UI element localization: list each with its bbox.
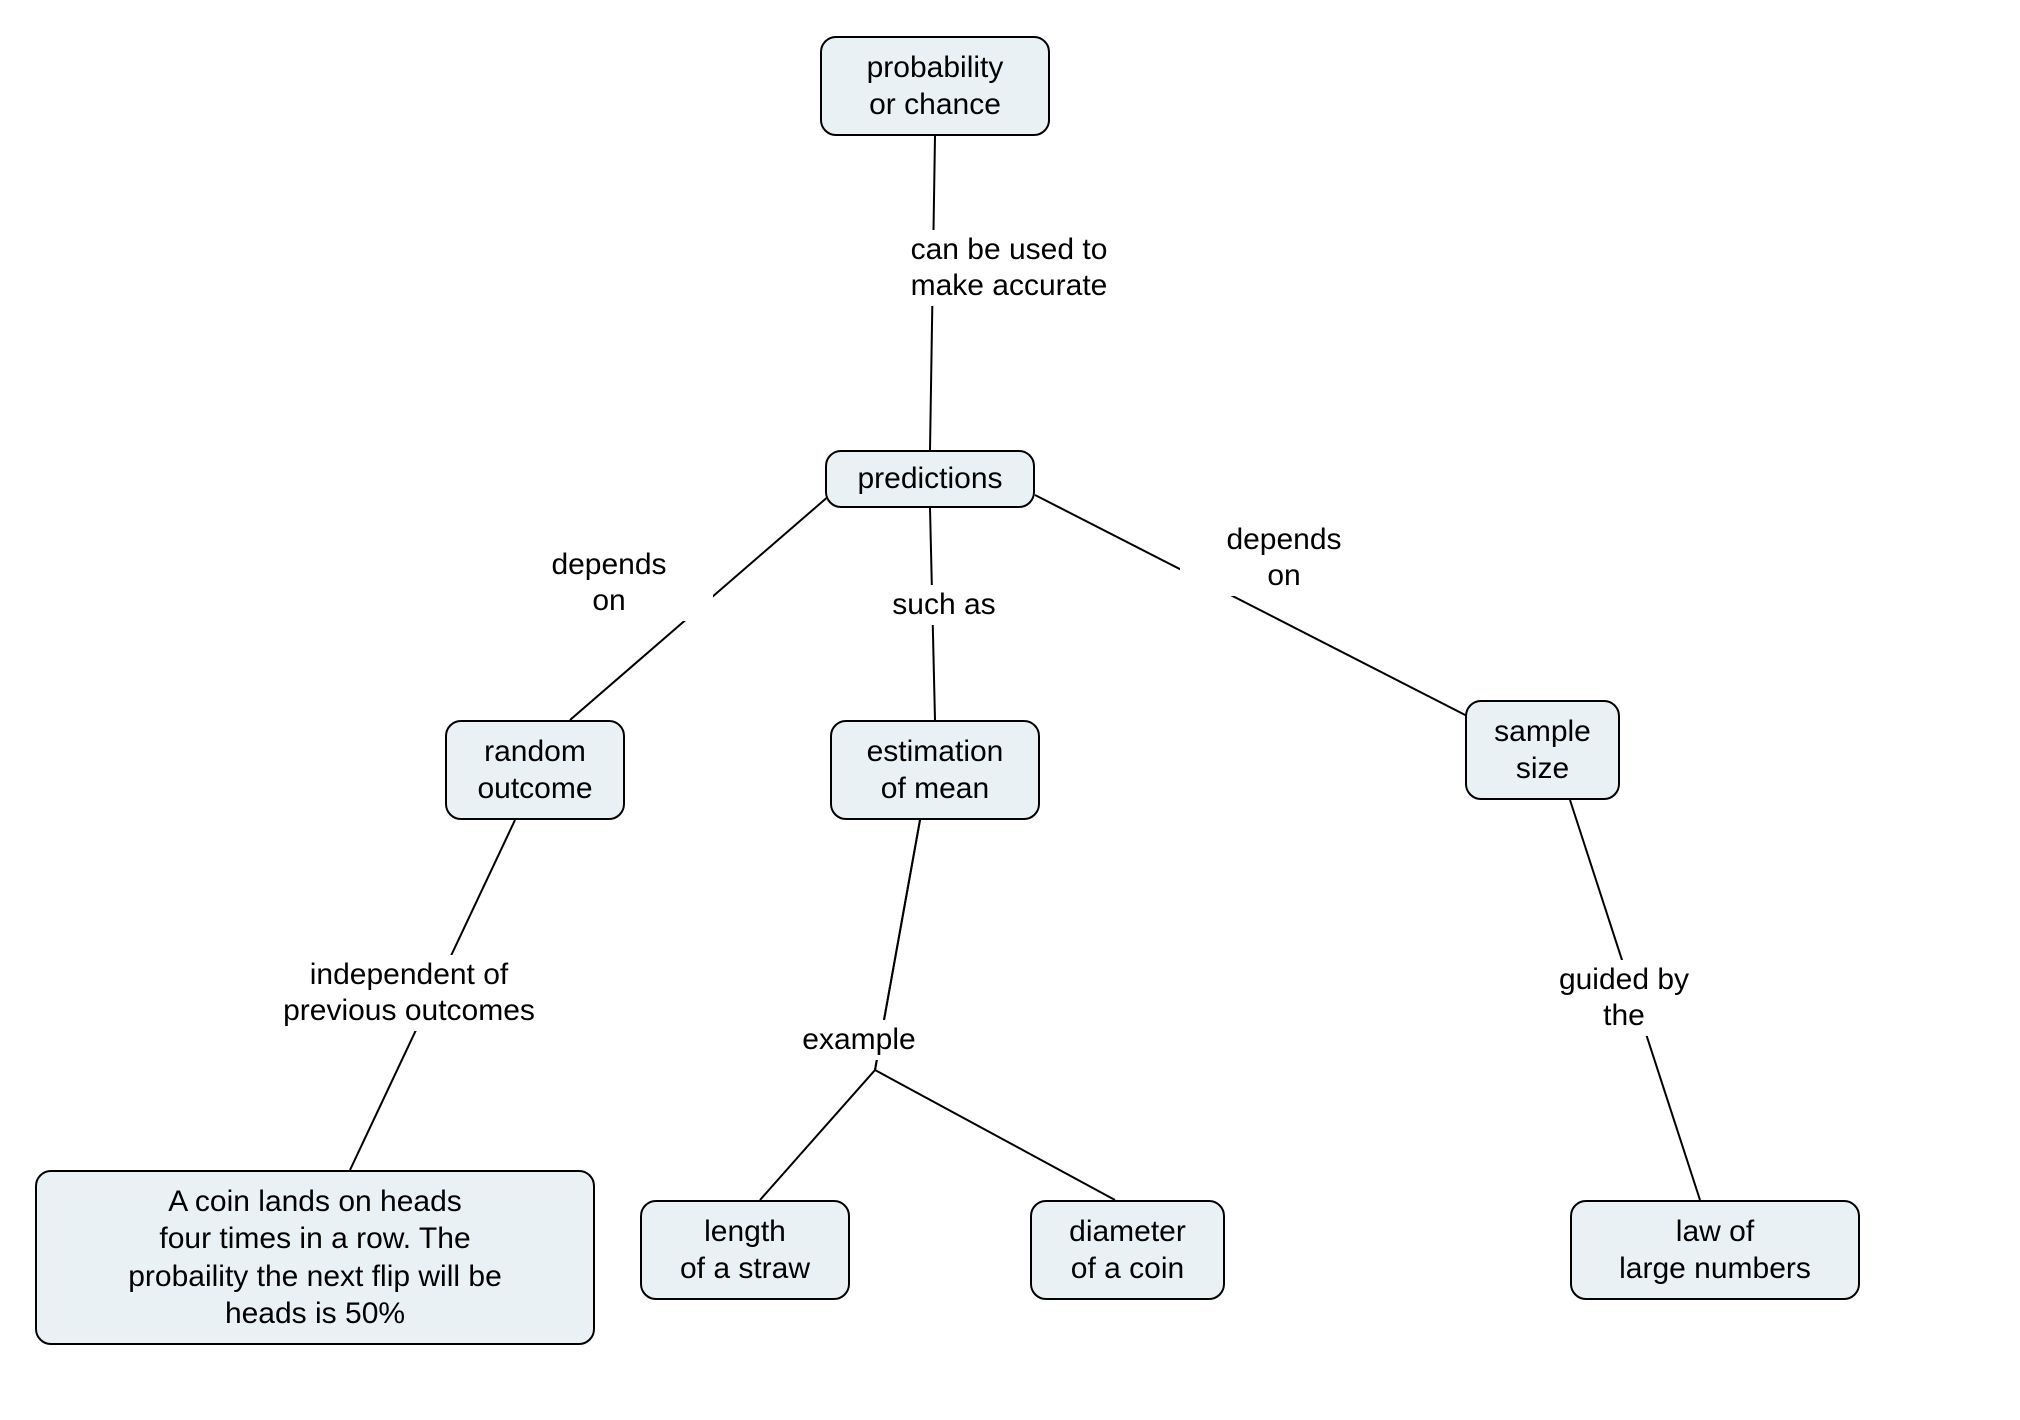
edge-estimation-straw [760,820,920,1200]
node-random[interactable]: random outcome [445,720,625,820]
edge-random-coinflip [350,820,515,1170]
node-estimation[interactable]: estimation of mean [830,720,1040,820]
edge-label-predictions-estimation: such as [850,585,1038,625]
edge-label-predictions-random: depends on [505,545,713,621]
node-diameter[interactable]: diameter of a coin [1030,1200,1225,1300]
node-sample[interactable]: sample size [1465,700,1620,800]
node-coinflip[interactable]: A coin lands on heads four times in a ro… [35,1170,595,1345]
node-probability[interactable]: probability or chance [820,36,1050,136]
node-law[interactable]: law of large numbers [1570,1200,1860,1300]
edge-sample-law [1570,800,1700,1200]
edge-label-predictions-sample: depends on [1180,520,1388,596]
edge-probability-predictions [930,136,935,450]
edge-predictions-sample [1035,495,1475,720]
node-predictions[interactable]: predictions [825,450,1035,508]
edge-estimation-diameter [875,820,1115,1200]
concept-map-canvas: can be used to make accurate depends on su… [0,0,2020,1420]
edge-label-sample-law: guided by the [1510,960,1738,1036]
node-straw[interactable]: length of a straw [640,1200,850,1300]
edge-label-random-coinflip: independent of previous outcomes [215,955,603,1031]
edge-predictions-estimation [930,508,935,720]
edge-label-estimation-straw: example [755,1020,963,1060]
edge-label-probability-predictions: can be used to make accurate [855,230,1163,306]
edge-predictions-random [570,495,830,720]
